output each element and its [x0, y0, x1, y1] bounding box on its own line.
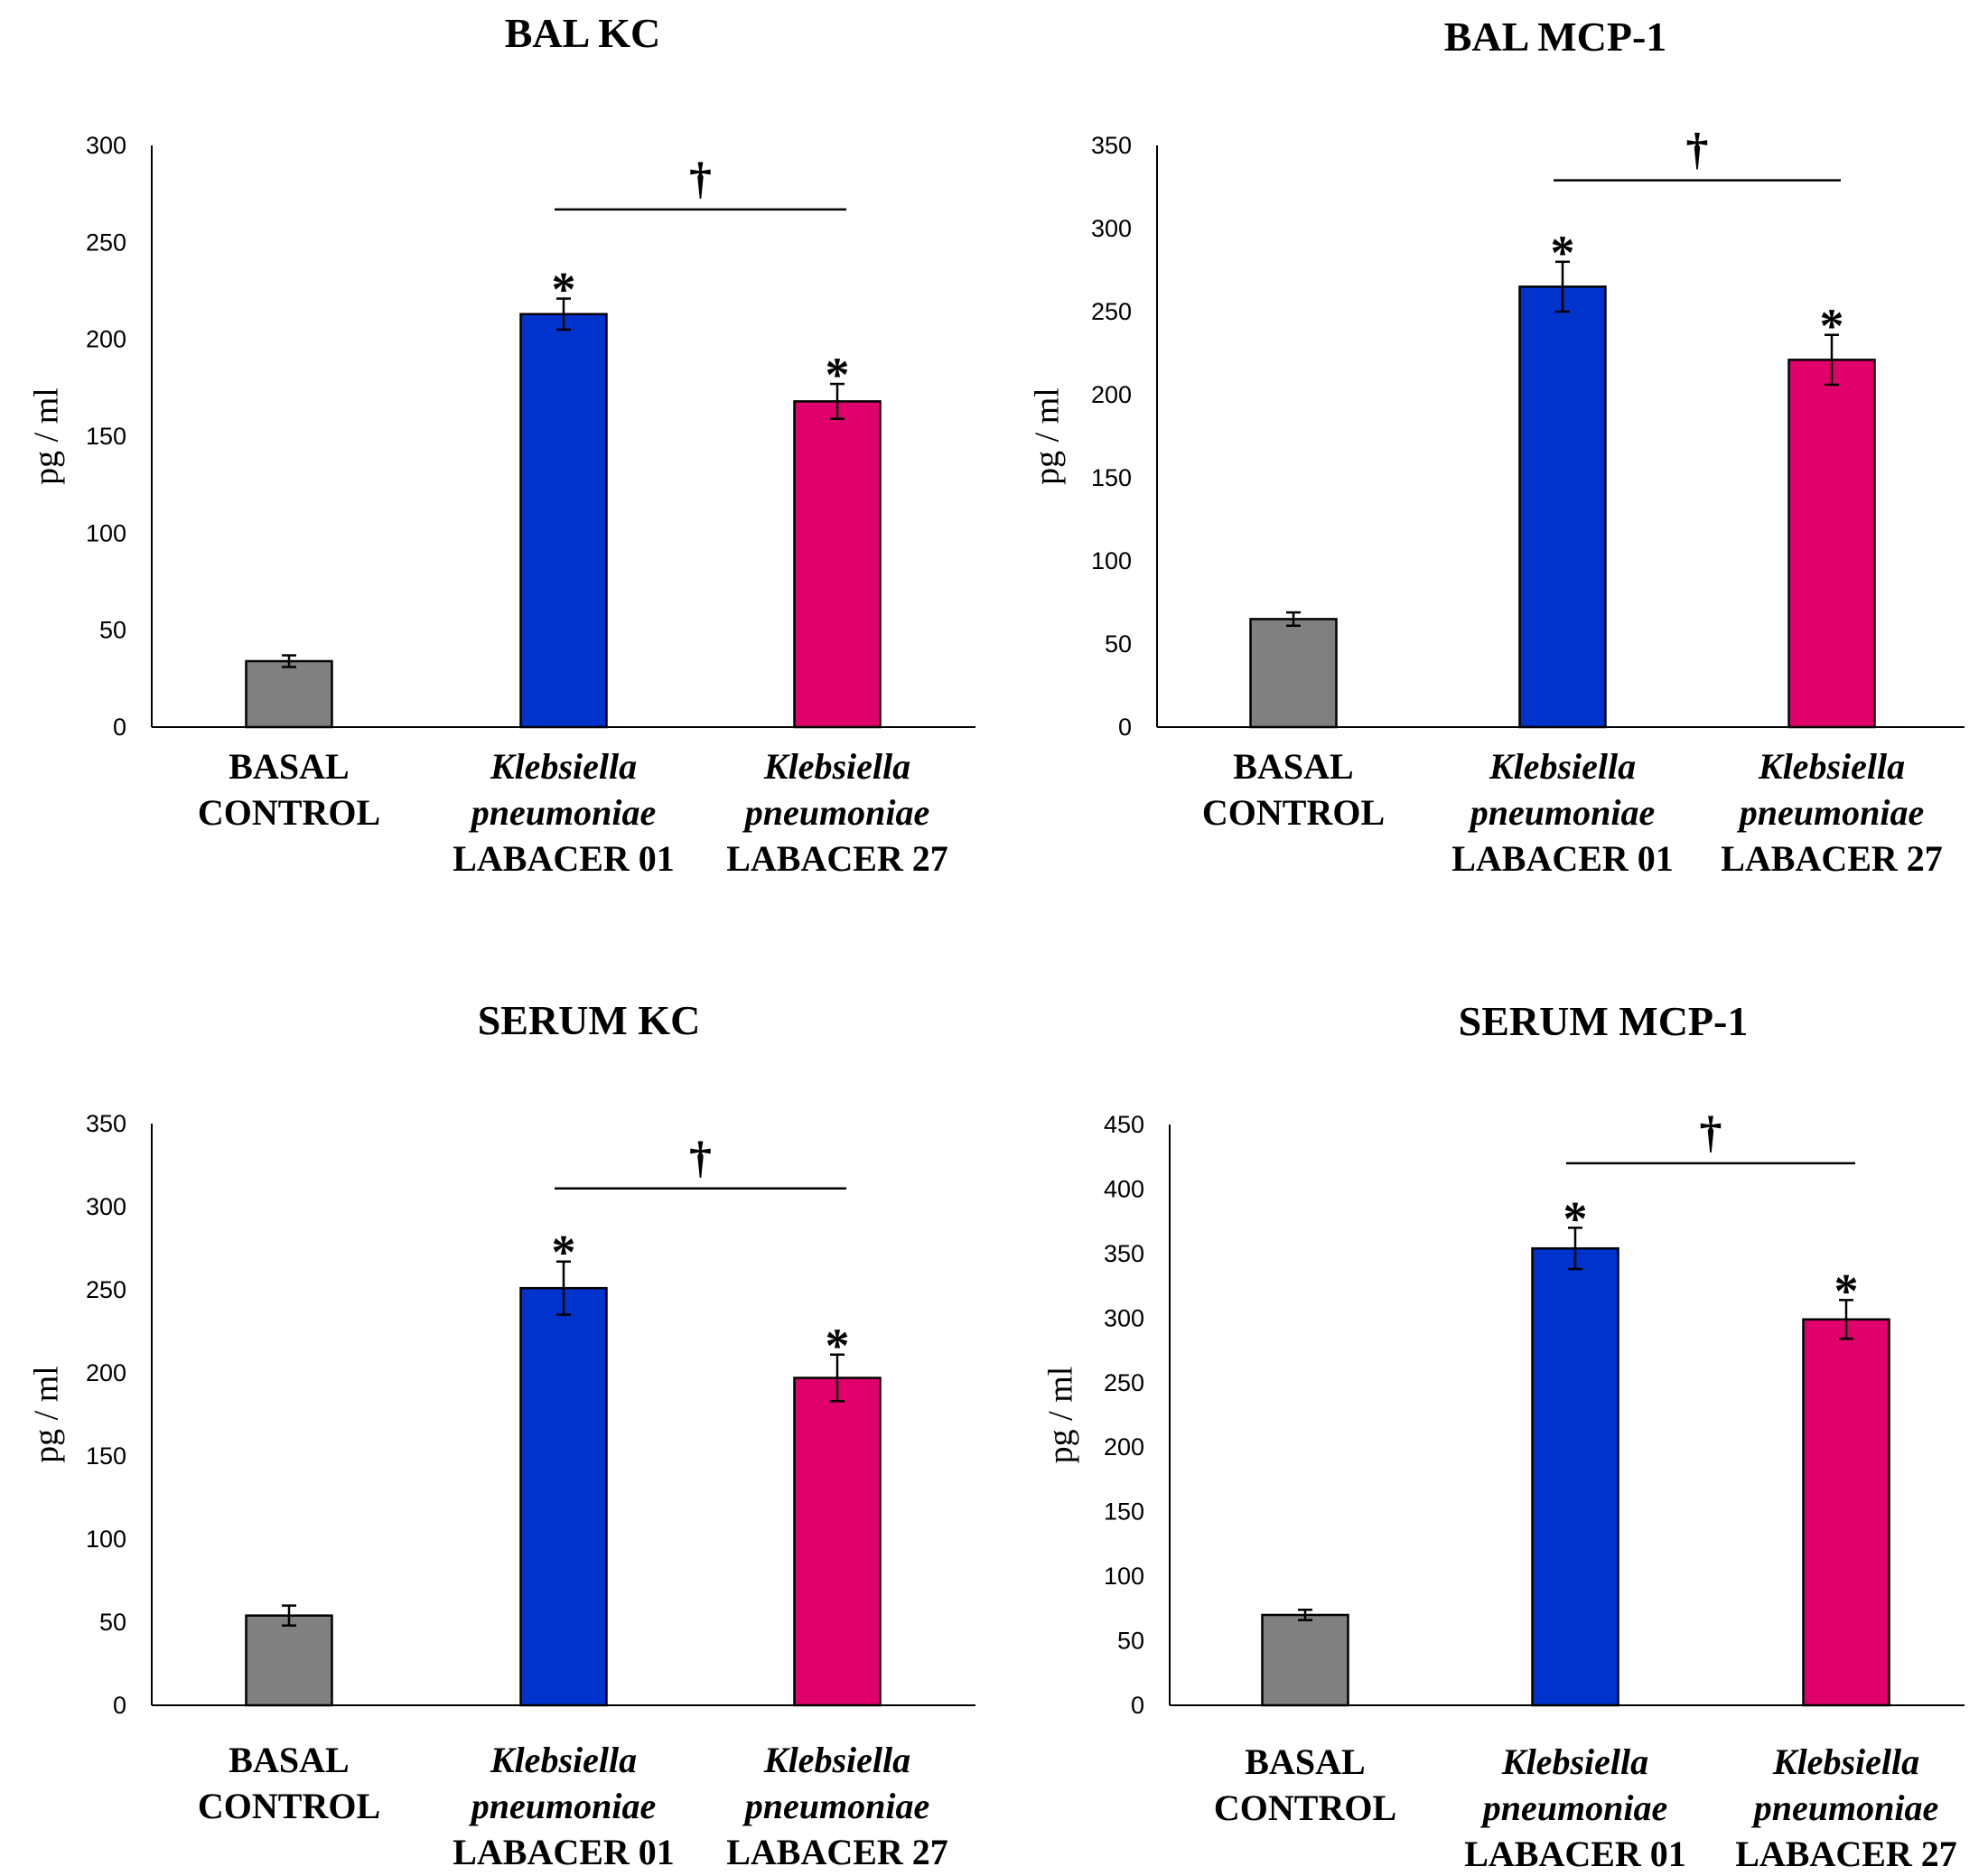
chart-2-category-label: pneumoniae — [1737, 792, 1924, 833]
chart-3-ytick-label: 100 — [86, 1526, 126, 1553]
chart-1-ytick-label: 0 — [113, 714, 126, 741]
chart-4-ytick-label: 400 — [1104, 1175, 1144, 1202]
chart-4-significance-star-2: * — [1563, 1191, 1588, 1246]
chart-3-category-label: LABACER 01 — [453, 1832, 675, 1872]
chart-4-significance-dagger: † — [1700, 1106, 1722, 1157]
chart-3-category-label: CONTROL — [198, 1786, 380, 1826]
chart-3-category-label: Klebsiella — [490, 1740, 637, 1780]
chart-2-ylabel: pg / ml — [1029, 387, 1067, 485]
chart-1-category-label: Klebsiella — [763, 746, 910, 787]
chart-4-ytick-label: 150 — [1104, 1498, 1144, 1526]
chart-2-significance-star-2: * — [1551, 226, 1575, 280]
chart-4-ytick-label: 300 — [1104, 1304, 1144, 1331]
chart-3-category-label: BASAL — [229, 1740, 349, 1780]
chart-2-category-label: pneumoniae — [1468, 792, 1655, 833]
chart-2-ytick-label: 0 — [1118, 714, 1132, 741]
chart-4-title: SERUM MCP-1 — [1459, 998, 1749, 1044]
chart-2-ytick-label: 200 — [1091, 381, 1132, 408]
chart-4-category-label: LABACER 27 — [1735, 1834, 1957, 1874]
chart-1-category-label: pneumoniae — [742, 792, 929, 833]
chart-4-ytick-label: 0 — [1131, 1692, 1144, 1719]
chart-3-ytick-label: 250 — [86, 1276, 126, 1303]
chart-3-significance-dagger: † — [689, 1132, 712, 1182]
chart-3-significance-star-2: * — [552, 1226, 576, 1280]
chart-2-ytick-label: 300 — [1091, 215, 1132, 242]
chart-1-category-label: LABACER 27 — [726, 838, 948, 879]
chart-1-category-label: CONTROL — [198, 792, 380, 833]
chart-4-ytick-label: 50 — [1117, 1628, 1144, 1655]
chart-4-ytick-label: 100 — [1104, 1563, 1144, 1590]
chart-4-bar-2 — [1531, 1246, 1619, 1707]
chart-1-category-label: pneumoniae — [469, 792, 656, 833]
chart-2-significance-star-3: * — [1820, 299, 1844, 353]
chart-3-title: SERUM KC — [478, 997, 701, 1043]
chart-3-bar-1 — [245, 1614, 333, 1707]
chart-2-category-label: LABACER 01 — [1451, 838, 1674, 879]
chart-3-category-label: pneumoniae — [742, 1786, 929, 1826]
chart-1-category-label: Klebsiella — [490, 746, 637, 787]
chart-2-bar-3 — [1787, 359, 1876, 729]
chart-2-category-label: Klebsiella — [1489, 746, 1636, 787]
chart-4-category-label: pneumoniae — [1480, 1787, 1667, 1828]
chart-3-ytick-label: 300 — [86, 1193, 126, 1220]
chart-4-category-label: BASAL — [1245, 1741, 1365, 1782]
chart-3-category-label: pneumoniae — [469, 1786, 656, 1826]
chart-3-significance-star-3: * — [826, 1319, 850, 1373]
chart-1-category-label: BASAL — [229, 746, 349, 787]
chart-2-category-label: CONTROL — [1202, 792, 1385, 833]
chart-2-category-label: BASAL — [1233, 746, 1353, 787]
chart-3-ytick-label: 0 — [113, 1692, 126, 1719]
chart-2-bar-2 — [1518, 285, 1607, 729]
chart-3-ytick-label: 50 — [99, 1609, 126, 1636]
chart-1-ytick-label: 200 — [86, 326, 126, 353]
chart-1-ytick-label: 300 — [86, 132, 126, 159]
chart-2-significance-dagger: † — [1686, 124, 1709, 174]
chart-1-significance-star-2: * — [552, 263, 576, 317]
chart-3-ytick-label: 200 — [86, 1359, 126, 1386]
chart-4-bar-3 — [1802, 1318, 1890, 1707]
chart-1-title: BAL KC — [505, 10, 661, 56]
chart-1-bar-2 — [519, 313, 608, 729]
chart-4-category-label: CONTROL — [1214, 1787, 1396, 1828]
chart-4-significance-star-3: * — [1834, 1264, 1859, 1318]
chart-4-ytick-label: 450 — [1104, 1111, 1144, 1138]
chart-4-ylabel: pg / ml — [1042, 1367, 1080, 1464]
chart-2-category-label: LABACER 27 — [1721, 838, 1943, 879]
chart-2-ytick-label: 350 — [1091, 132, 1132, 159]
chart-4-category-label: pneumoniae — [1751, 1787, 1938, 1828]
chart-3-ylabel: pg / ml — [28, 1366, 66, 1463]
chart-4-ytick-label: 200 — [1104, 1433, 1144, 1461]
chart-2-ytick-label: 250 — [1091, 298, 1132, 325]
chart-3-bar-3 — [793, 1377, 882, 1707]
chart-3-ytick-label: 350 — [86, 1110, 126, 1137]
chart-1-ytick-label: 50 — [99, 617, 126, 644]
chart-1-ylabel: pg / ml — [28, 387, 66, 485]
chart-2-ytick-label: 150 — [1091, 464, 1132, 491]
chart-2-ytick-label: 100 — [1091, 547, 1132, 574]
chart-1-bar-1 — [245, 659, 333, 729]
chart-4-category-label: Klebsiella — [1772, 1741, 1919, 1782]
chart-3-ytick-label: 150 — [86, 1442, 126, 1470]
chart-4-ytick-label: 350 — [1104, 1240, 1144, 1267]
chart-2-category-label: Klebsiella — [1758, 746, 1905, 787]
chart-1-significance-dagger: † — [689, 153, 712, 203]
chart-1-ytick-label: 150 — [86, 423, 126, 450]
chart-1-ytick-label: 250 — [86, 229, 126, 256]
chart-4-bar-1 — [1261, 1613, 1349, 1707]
chart-1-category-label: LABACER 01 — [453, 838, 675, 879]
chart-4-category-label: Klebsiella — [1501, 1741, 1648, 1782]
chart-1-significance-star-3: * — [826, 348, 850, 402]
chart-1-bar-3 — [793, 400, 882, 729]
chart-3-bar-2 — [519, 1286, 608, 1707]
chart-4-ytick-label: 250 — [1104, 1369, 1144, 1396]
chart-2-ytick-label: 50 — [1105, 630, 1132, 658]
chart-2-title: BAL MCP-1 — [1444, 14, 1667, 60]
chart-2-bar-1 — [1249, 618, 1338, 729]
chart-4-category-label: LABACER 01 — [1464, 1834, 1686, 1874]
chart-1-ytick-label: 100 — [86, 519, 126, 546]
chart-3-category-label: LABACER 27 — [726, 1832, 948, 1872]
chart-3-category-label: Klebsiella — [763, 1740, 910, 1780]
